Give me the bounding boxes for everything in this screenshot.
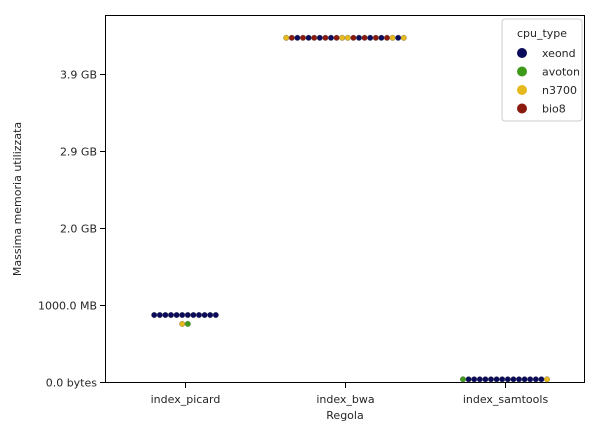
data-point-xeond [465, 376, 472, 383]
data-point-xeond [476, 376, 483, 383]
data-point-xeond [201, 312, 208, 318]
legend-entries: xeond avoton n3700 bio8 [517, 47, 580, 116]
data-point-xeond [190, 312, 197, 318]
data-point-xeond [151, 312, 158, 318]
data-point-bio8 [361, 34, 368, 41]
x-tick-label: index_bwa [316, 393, 374, 406]
data-point-avoton [184, 320, 191, 327]
x-ticks: index_picard index_bwa index_samtools [151, 383, 549, 406]
data-point-n3700 [344, 34, 351, 41]
data-point-xeond [162, 312, 169, 318]
data-point-xeond [184, 312, 191, 318]
data-point-bio8 [333, 34, 340, 41]
data-point-bio8 [300, 34, 306, 41]
data-point-xeond [510, 376, 517, 383]
x-axis-label: Regola [326, 409, 363, 422]
data-point-xeond [179, 312, 186, 318]
legend-marker-n3700 [517, 85, 527, 95]
data-point-xeond [316, 34, 323, 41]
data-point-xeond [156, 312, 163, 318]
data-points [151, 34, 550, 383]
data-point-n3700 [339, 34, 346, 41]
data-point-bio8 [311, 34, 318, 41]
y-tick-label: 3.9 GB [60, 69, 97, 82]
data-point-xeond [504, 376, 511, 383]
data-point-xeond [356, 34, 362, 41]
data-point-xeond [173, 312, 180, 318]
data-point-xeond [212, 312, 219, 318]
data-point-xeond [482, 376, 489, 383]
legend: cpu_type xeond avoton n3700 bio8 [501, 18, 583, 122]
data-point-xeond [305, 34, 312, 41]
legend-marker-avoton [517, 66, 527, 77]
x-tick-label: index_samtools [463, 393, 549, 406]
data-point-xeond [532, 376, 539, 383]
data-point-xeond [168, 312, 174, 318]
y-tick-label: 2.9 GB [60, 146, 97, 159]
data-point-xeond [493, 376, 500, 383]
y-tick-label: 0.0 bytes [46, 377, 98, 390]
legend-label-bio8: bio8 [542, 103, 566, 116]
axes [105, 15, 585, 383]
data-point-xeond [395, 34, 402, 41]
data-point-n3700 [283, 34, 290, 41]
legend-marker-xeond [517, 48, 527, 58]
legend-label-xeond: xeond [542, 47, 576, 60]
data-point-xeond [527, 376, 534, 383]
data-point-n3700 [179, 320, 186, 327]
data-point-xeond [521, 376, 528, 383]
data-point-xeond [196, 312, 202, 318]
data-point-xeond [294, 34, 301, 41]
data-point-xeond [328, 34, 334, 41]
legend-marker-bio8 [517, 103, 527, 114]
legend-frame [501, 18, 583, 122]
data-point-xeond [378, 34, 385, 41]
x-tick-label: index_picard [151, 393, 221, 406]
data-point-avoton [460, 376, 466, 383]
y-tick-label: 2.0 GB [60, 223, 97, 236]
data-point-xeond [499, 376, 506, 383]
legend-label-avoton: avoton [542, 66, 580, 79]
data-point-xeond [367, 34, 374, 41]
data-point-xeond [488, 376, 494, 383]
legend-title: cpu_type [517, 27, 567, 40]
data-point-bio8 [322, 34, 329, 41]
data-point-n3700 [400, 34, 407, 41]
data-point-bio8 [288, 34, 295, 41]
data-point-xeond [538, 376, 545, 383]
data-point-bio8 [372, 34, 379, 41]
y-axis-label: Massima memoria utilizzata [11, 122, 24, 276]
data-point-xeond [207, 312, 214, 318]
legend-label-n3700: n3700 [542, 84, 577, 97]
data-point-xeond [471, 376, 478, 383]
data-point-n3700 [389, 34, 396, 41]
y-ticks: 0.0 bytes 1000.0 MB 2.0 GB 2.9 GB 3.9 GB [38, 69, 105, 390]
data-point-xeond [516, 376, 522, 383]
y-tick-label: 1000.0 MB [38, 300, 97, 313]
data-point-bio8 [384, 34, 390, 41]
data-point-n3700 [544, 376, 550, 383]
data-point-bio8 [350, 34, 357, 41]
